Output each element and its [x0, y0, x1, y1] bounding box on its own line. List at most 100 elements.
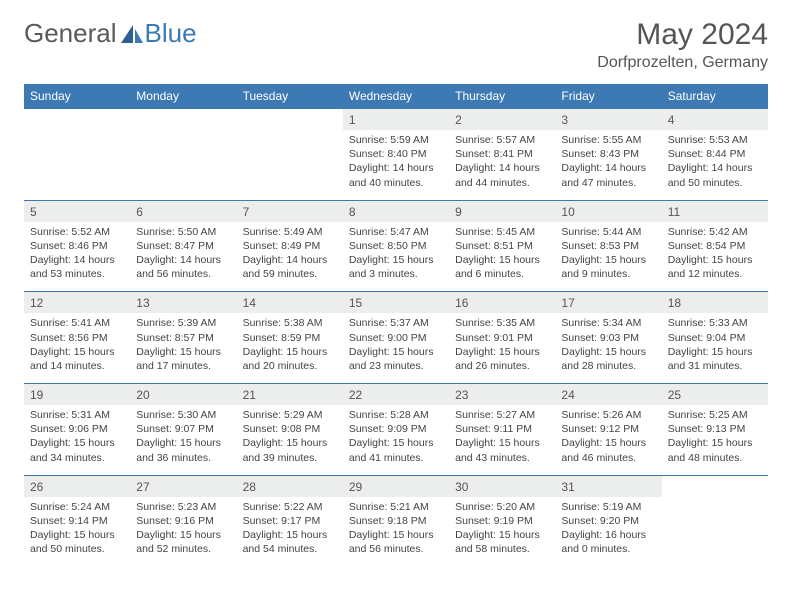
sunrise-text: Sunrise: 5:45 AM: [455, 225, 549, 239]
day-number-cell: 20: [130, 384, 236, 406]
daylight2-text: and 31 minutes.: [668, 359, 762, 373]
daylight1-text: Daylight: 16 hours: [561, 528, 655, 542]
day-number-cell: [24, 109, 130, 131]
day-detail-cell: Sunrise: 5:27 AMSunset: 9:11 PMDaylight:…: [449, 405, 555, 475]
daylight2-text: and 34 minutes.: [30, 451, 124, 465]
daylight2-text: and 9 minutes.: [561, 267, 655, 281]
sunset-text: Sunset: 8:57 PM: [136, 331, 230, 345]
day-number-cell: 3: [555, 109, 661, 131]
sunrise-text: Sunrise: 5:25 AM: [668, 408, 762, 422]
brand-part1: General: [24, 18, 117, 49]
daylight2-text: and 50 minutes.: [30, 542, 124, 556]
daylight1-text: Daylight: 15 hours: [455, 436, 549, 450]
day-number-cell: 11: [662, 200, 768, 222]
day-detail-cell: Sunrise: 5:59 AMSunset: 8:40 PMDaylight:…: [343, 130, 449, 200]
sunset-text: Sunset: 8:51 PM: [455, 239, 549, 253]
day-of-week-header: Saturday: [662, 84, 768, 109]
day-detail-cell: Sunrise: 5:45 AMSunset: 8:51 PMDaylight:…: [449, 222, 555, 292]
day-detail-cell: Sunrise: 5:55 AMSunset: 8:43 PMDaylight:…: [555, 130, 661, 200]
day-detail-cell: Sunrise: 5:30 AMSunset: 9:07 PMDaylight:…: [130, 405, 236, 475]
day-of-week-header: Wednesday: [343, 84, 449, 109]
day-number-row: 567891011: [24, 200, 768, 222]
day-number-cell: 7: [237, 200, 343, 222]
day-number-row: 19202122232425: [24, 384, 768, 406]
daylight1-text: Daylight: 15 hours: [455, 253, 549, 267]
sunrise-text: Sunrise: 5:28 AM: [349, 408, 443, 422]
daylight1-text: Daylight: 14 hours: [668, 161, 762, 175]
sunset-text: Sunset: 9:06 PM: [30, 422, 124, 436]
sunset-text: Sunset: 9:17 PM: [243, 514, 337, 528]
day-number-cell: 9: [449, 200, 555, 222]
sunset-text: Sunset: 8:46 PM: [30, 239, 124, 253]
day-detail-row: Sunrise: 5:59 AMSunset: 8:40 PMDaylight:…: [24, 130, 768, 200]
day-detail-cell: [130, 130, 236, 200]
day-number-cell: 8: [343, 200, 449, 222]
sunset-text: Sunset: 8:43 PM: [561, 147, 655, 161]
sunrise-text: Sunrise: 5:59 AM: [349, 133, 443, 147]
sunrise-text: Sunrise: 5:41 AM: [30, 316, 124, 330]
daylight1-text: Daylight: 15 hours: [30, 436, 124, 450]
day-detail-cell: Sunrise: 5:26 AMSunset: 9:12 PMDaylight:…: [555, 405, 661, 475]
daylight1-text: Daylight: 15 hours: [243, 345, 337, 359]
sunrise-text: Sunrise: 5:31 AM: [30, 408, 124, 422]
sunset-text: Sunset: 9:19 PM: [455, 514, 549, 528]
day-number-cell: 22: [343, 384, 449, 406]
daylight2-text: and 3 minutes.: [349, 267, 443, 281]
day-number-cell: 14: [237, 292, 343, 314]
day-detail-cell: Sunrise: 5:29 AMSunset: 9:08 PMDaylight:…: [237, 405, 343, 475]
daylight2-text: and 50 minutes.: [668, 176, 762, 190]
day-number-cell: 10: [555, 200, 661, 222]
daylight2-text: and 6 minutes.: [455, 267, 549, 281]
daylight1-text: Daylight: 15 hours: [668, 345, 762, 359]
daylight1-text: Daylight: 14 hours: [30, 253, 124, 267]
day-of-week-header: Friday: [555, 84, 661, 109]
location-label: Dorfprozelten, Germany: [597, 54, 768, 72]
day-detail-cell: Sunrise: 5:47 AMSunset: 8:50 PMDaylight:…: [343, 222, 449, 292]
month-title: May 2024: [597, 18, 768, 52]
day-detail-row: Sunrise: 5:41 AMSunset: 8:56 PMDaylight:…: [24, 313, 768, 383]
day-number-cell: 21: [237, 384, 343, 406]
daylight2-text: and 48 minutes.: [668, 451, 762, 465]
day-detail-cell: Sunrise: 5:39 AMSunset: 8:57 PMDaylight:…: [130, 313, 236, 383]
sunrise-text: Sunrise: 5:49 AM: [243, 225, 337, 239]
sunrise-text: Sunrise: 5:57 AM: [455, 133, 549, 147]
sunset-text: Sunset: 9:20 PM: [561, 514, 655, 528]
sunset-text: Sunset: 9:07 PM: [136, 422, 230, 436]
day-of-week-header: Monday: [130, 84, 236, 109]
daylight1-text: Daylight: 14 hours: [349, 161, 443, 175]
day-detail-cell: Sunrise: 5:31 AMSunset: 9:06 PMDaylight:…: [24, 405, 130, 475]
daylight1-text: Daylight: 15 hours: [561, 253, 655, 267]
day-number-cell: 27: [130, 475, 236, 497]
sunset-text: Sunset: 9:11 PM: [455, 422, 549, 436]
day-detail-cell: Sunrise: 5:22 AMSunset: 9:17 PMDaylight:…: [237, 497, 343, 567]
daylight2-text: and 58 minutes.: [455, 542, 549, 556]
day-detail-cell: Sunrise: 5:49 AMSunset: 8:49 PMDaylight:…: [237, 222, 343, 292]
day-number-cell: [237, 109, 343, 131]
day-detail-cell: Sunrise: 5:50 AMSunset: 8:47 PMDaylight:…: [130, 222, 236, 292]
day-of-week-header: Tuesday: [237, 84, 343, 109]
daylight1-text: Daylight: 14 hours: [455, 161, 549, 175]
sunset-text: Sunset: 8:44 PM: [668, 147, 762, 161]
day-detail-cell: [24, 130, 130, 200]
daylight1-text: Daylight: 15 hours: [455, 345, 549, 359]
calendar-table: SundayMondayTuesdayWednesdayThursdayFrid…: [24, 84, 768, 566]
day-detail-row: Sunrise: 5:31 AMSunset: 9:06 PMDaylight:…: [24, 405, 768, 475]
daylight2-text: and 54 minutes.: [243, 542, 337, 556]
sunset-text: Sunset: 9:14 PM: [30, 514, 124, 528]
sunrise-text: Sunrise: 5:24 AM: [30, 500, 124, 514]
daylight1-text: Daylight: 15 hours: [349, 528, 443, 542]
day-number-cell: 16: [449, 292, 555, 314]
daylight2-text: and 20 minutes.: [243, 359, 337, 373]
daylight1-text: Daylight: 15 hours: [668, 436, 762, 450]
day-number-cell: 23: [449, 384, 555, 406]
daylight2-text: and 23 minutes.: [349, 359, 443, 373]
daylight1-text: Daylight: 15 hours: [136, 436, 230, 450]
sunset-text: Sunset: 8:41 PM: [455, 147, 549, 161]
daylight1-text: Daylight: 14 hours: [136, 253, 230, 267]
day-detail-cell: [237, 130, 343, 200]
day-number-cell: 1: [343, 109, 449, 131]
sunset-text: Sunset: 8:47 PM: [136, 239, 230, 253]
day-of-week-row: SundayMondayTuesdayWednesdayThursdayFrid…: [24, 84, 768, 109]
sunrise-text: Sunrise: 5:27 AM: [455, 408, 549, 422]
sunrise-text: Sunrise: 5:44 AM: [561, 225, 655, 239]
